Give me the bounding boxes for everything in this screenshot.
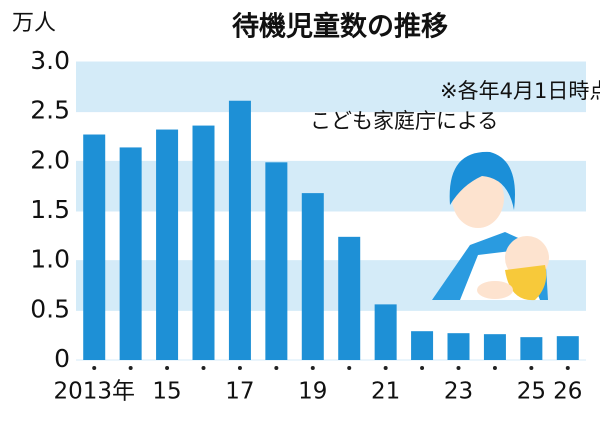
bar [265, 162, 288, 360]
x-tick-dot [128, 366, 133, 370]
annotation: こども家庭庁による [310, 109, 498, 133]
x-tick-dot [347, 366, 352, 370]
x-tick-dot [492, 366, 497, 370]
x-tick-dot [383, 366, 388, 370]
bar [483, 334, 506, 360]
bar [119, 147, 142, 360]
x-tick-dot [274, 366, 279, 370]
plot-background [76, 61, 586, 361]
grid-band [76, 62, 586, 112]
chart-title: 待機児童数の推移 [232, 11, 448, 43]
x-tick-label: 25 [517, 379, 546, 405]
bar [192, 125, 215, 360]
x-tick-dot [310, 366, 315, 370]
x-tick-dot [529, 366, 534, 370]
bar [520, 337, 543, 360]
illustration [432, 151, 549, 301]
annotation: ※各年4月1日時点、 [440, 79, 600, 103]
bar [411, 331, 434, 360]
x-tick-dot [456, 366, 461, 370]
y-tick-label: 2.5 [30, 96, 70, 125]
x-tick-label: 15 [152, 379, 181, 405]
x-tick-label: 23 [444, 379, 473, 405]
x-tick-dot [420, 366, 425, 370]
x-tick-label: 21 [371, 379, 400, 405]
x-tick-label: 17 [225, 379, 254, 405]
y-tick-label: 1.5 [30, 195, 70, 224]
x-tick-dot [165, 366, 170, 370]
x-tick-dot [237, 366, 242, 370]
bar [301, 193, 324, 360]
x-tick-label: 2013年 [53, 379, 135, 405]
y-tick-label: 0.5 [30, 294, 70, 323]
x-tick-label: 26 [553, 379, 582, 405]
bar [556, 336, 579, 360]
x-tick-dot [565, 366, 570, 370]
bar [83, 134, 106, 360]
x-tick-dot [201, 366, 206, 370]
y-tick-label: 3.0 [30, 46, 70, 75]
y-axis-unit: 万人 [12, 11, 56, 36]
y-tick-label: 2.0 [30, 145, 70, 174]
x-tick-dot [92, 366, 97, 370]
bar [156, 129, 179, 360]
x-tick-label: 19 [298, 379, 327, 405]
bar [338, 236, 361, 360]
y-tick-label: 1.0 [30, 245, 70, 274]
bar [447, 333, 470, 360]
bar [228, 100, 251, 361]
y-tick-label: 0 [54, 344, 70, 373]
bar [374, 304, 397, 360]
